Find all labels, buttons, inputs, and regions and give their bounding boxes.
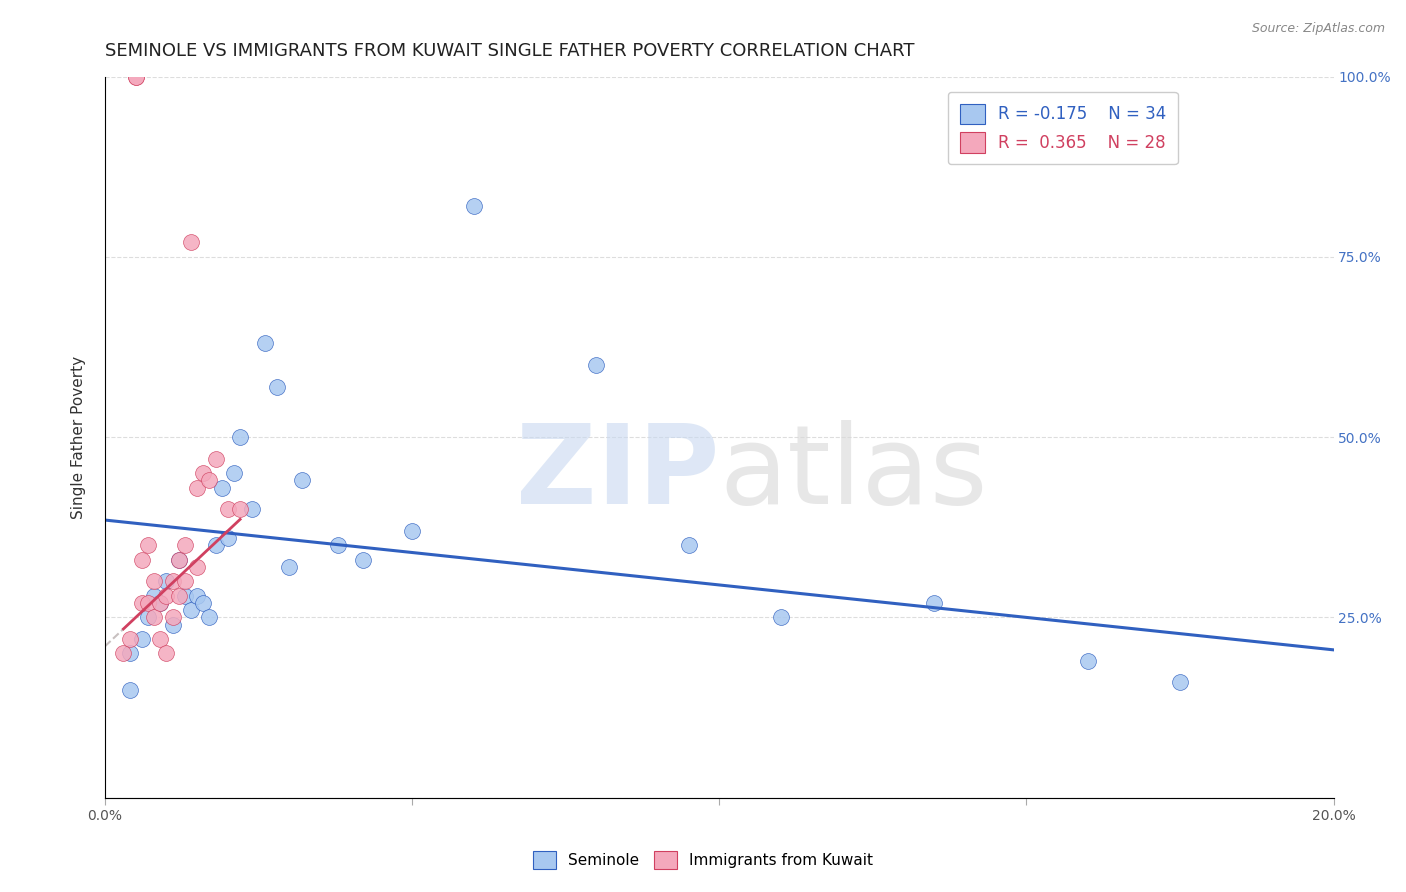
Point — [204, 451, 226, 466]
Point — [143, 610, 166, 624]
Point — [769, 610, 792, 624]
Point — [173, 589, 195, 603]
Point — [193, 466, 215, 480]
Text: Source: ZipAtlas.com: Source: ZipAtlas.com — [1251, 22, 1385, 36]
Point — [352, 552, 374, 566]
Point — [198, 610, 221, 624]
Point — [180, 603, 202, 617]
Point — [131, 596, 153, 610]
Point — [253, 336, 276, 351]
Point — [167, 552, 190, 566]
Y-axis label: Single Father Poverty: Single Father Poverty — [72, 356, 86, 518]
Point — [125, 70, 148, 84]
Point — [125, 70, 148, 84]
Point — [1077, 654, 1099, 668]
Point — [401, 524, 423, 538]
Point — [149, 596, 172, 610]
Legend: Seminole, Immigrants from Kuwait: Seminole, Immigrants from Kuwait — [522, 840, 884, 880]
Point — [118, 647, 141, 661]
Point — [1168, 675, 1191, 690]
Point — [167, 589, 190, 603]
Point — [155, 574, 177, 589]
Point — [922, 596, 945, 610]
Point — [217, 502, 239, 516]
Point — [180, 235, 202, 250]
Point — [136, 538, 159, 552]
Point — [463, 199, 485, 213]
Point — [229, 430, 252, 444]
Point — [186, 560, 208, 574]
Point — [155, 647, 177, 661]
Point — [198, 474, 221, 488]
Point — [678, 538, 700, 552]
Point — [217, 531, 239, 545]
Text: atlas: atlas — [720, 420, 988, 526]
Legend: R = -0.175    N = 34, R =  0.365    N = 28: R = -0.175 N = 34, R = 0.365 N = 28 — [948, 92, 1178, 164]
Point — [118, 682, 141, 697]
Point — [155, 589, 177, 603]
Point — [143, 574, 166, 589]
Point — [162, 617, 184, 632]
Point — [149, 632, 172, 646]
Point — [136, 596, 159, 610]
Point — [242, 502, 264, 516]
Point — [290, 474, 312, 488]
Text: SEMINOLE VS IMMIGRANTS FROM KUWAIT SINGLE FATHER POVERTY CORRELATION CHART: SEMINOLE VS IMMIGRANTS FROM KUWAIT SINGL… — [105, 42, 914, 60]
Point — [167, 552, 190, 566]
Point — [173, 538, 195, 552]
Point — [211, 481, 233, 495]
Point — [136, 610, 159, 624]
Point — [266, 379, 288, 393]
Point — [149, 596, 172, 610]
Point — [204, 538, 226, 552]
Point — [162, 574, 184, 589]
Point — [112, 647, 135, 661]
Point — [229, 502, 252, 516]
Point — [186, 481, 208, 495]
Point — [131, 632, 153, 646]
Point — [173, 574, 195, 589]
Point — [585, 358, 607, 372]
Point — [143, 589, 166, 603]
Point — [118, 632, 141, 646]
Point — [328, 538, 350, 552]
Point — [278, 560, 301, 574]
Point — [193, 596, 215, 610]
Point — [162, 610, 184, 624]
Point — [222, 466, 245, 480]
Text: ZIP: ZIP — [516, 420, 720, 526]
Point — [186, 589, 208, 603]
Point — [131, 552, 153, 566]
